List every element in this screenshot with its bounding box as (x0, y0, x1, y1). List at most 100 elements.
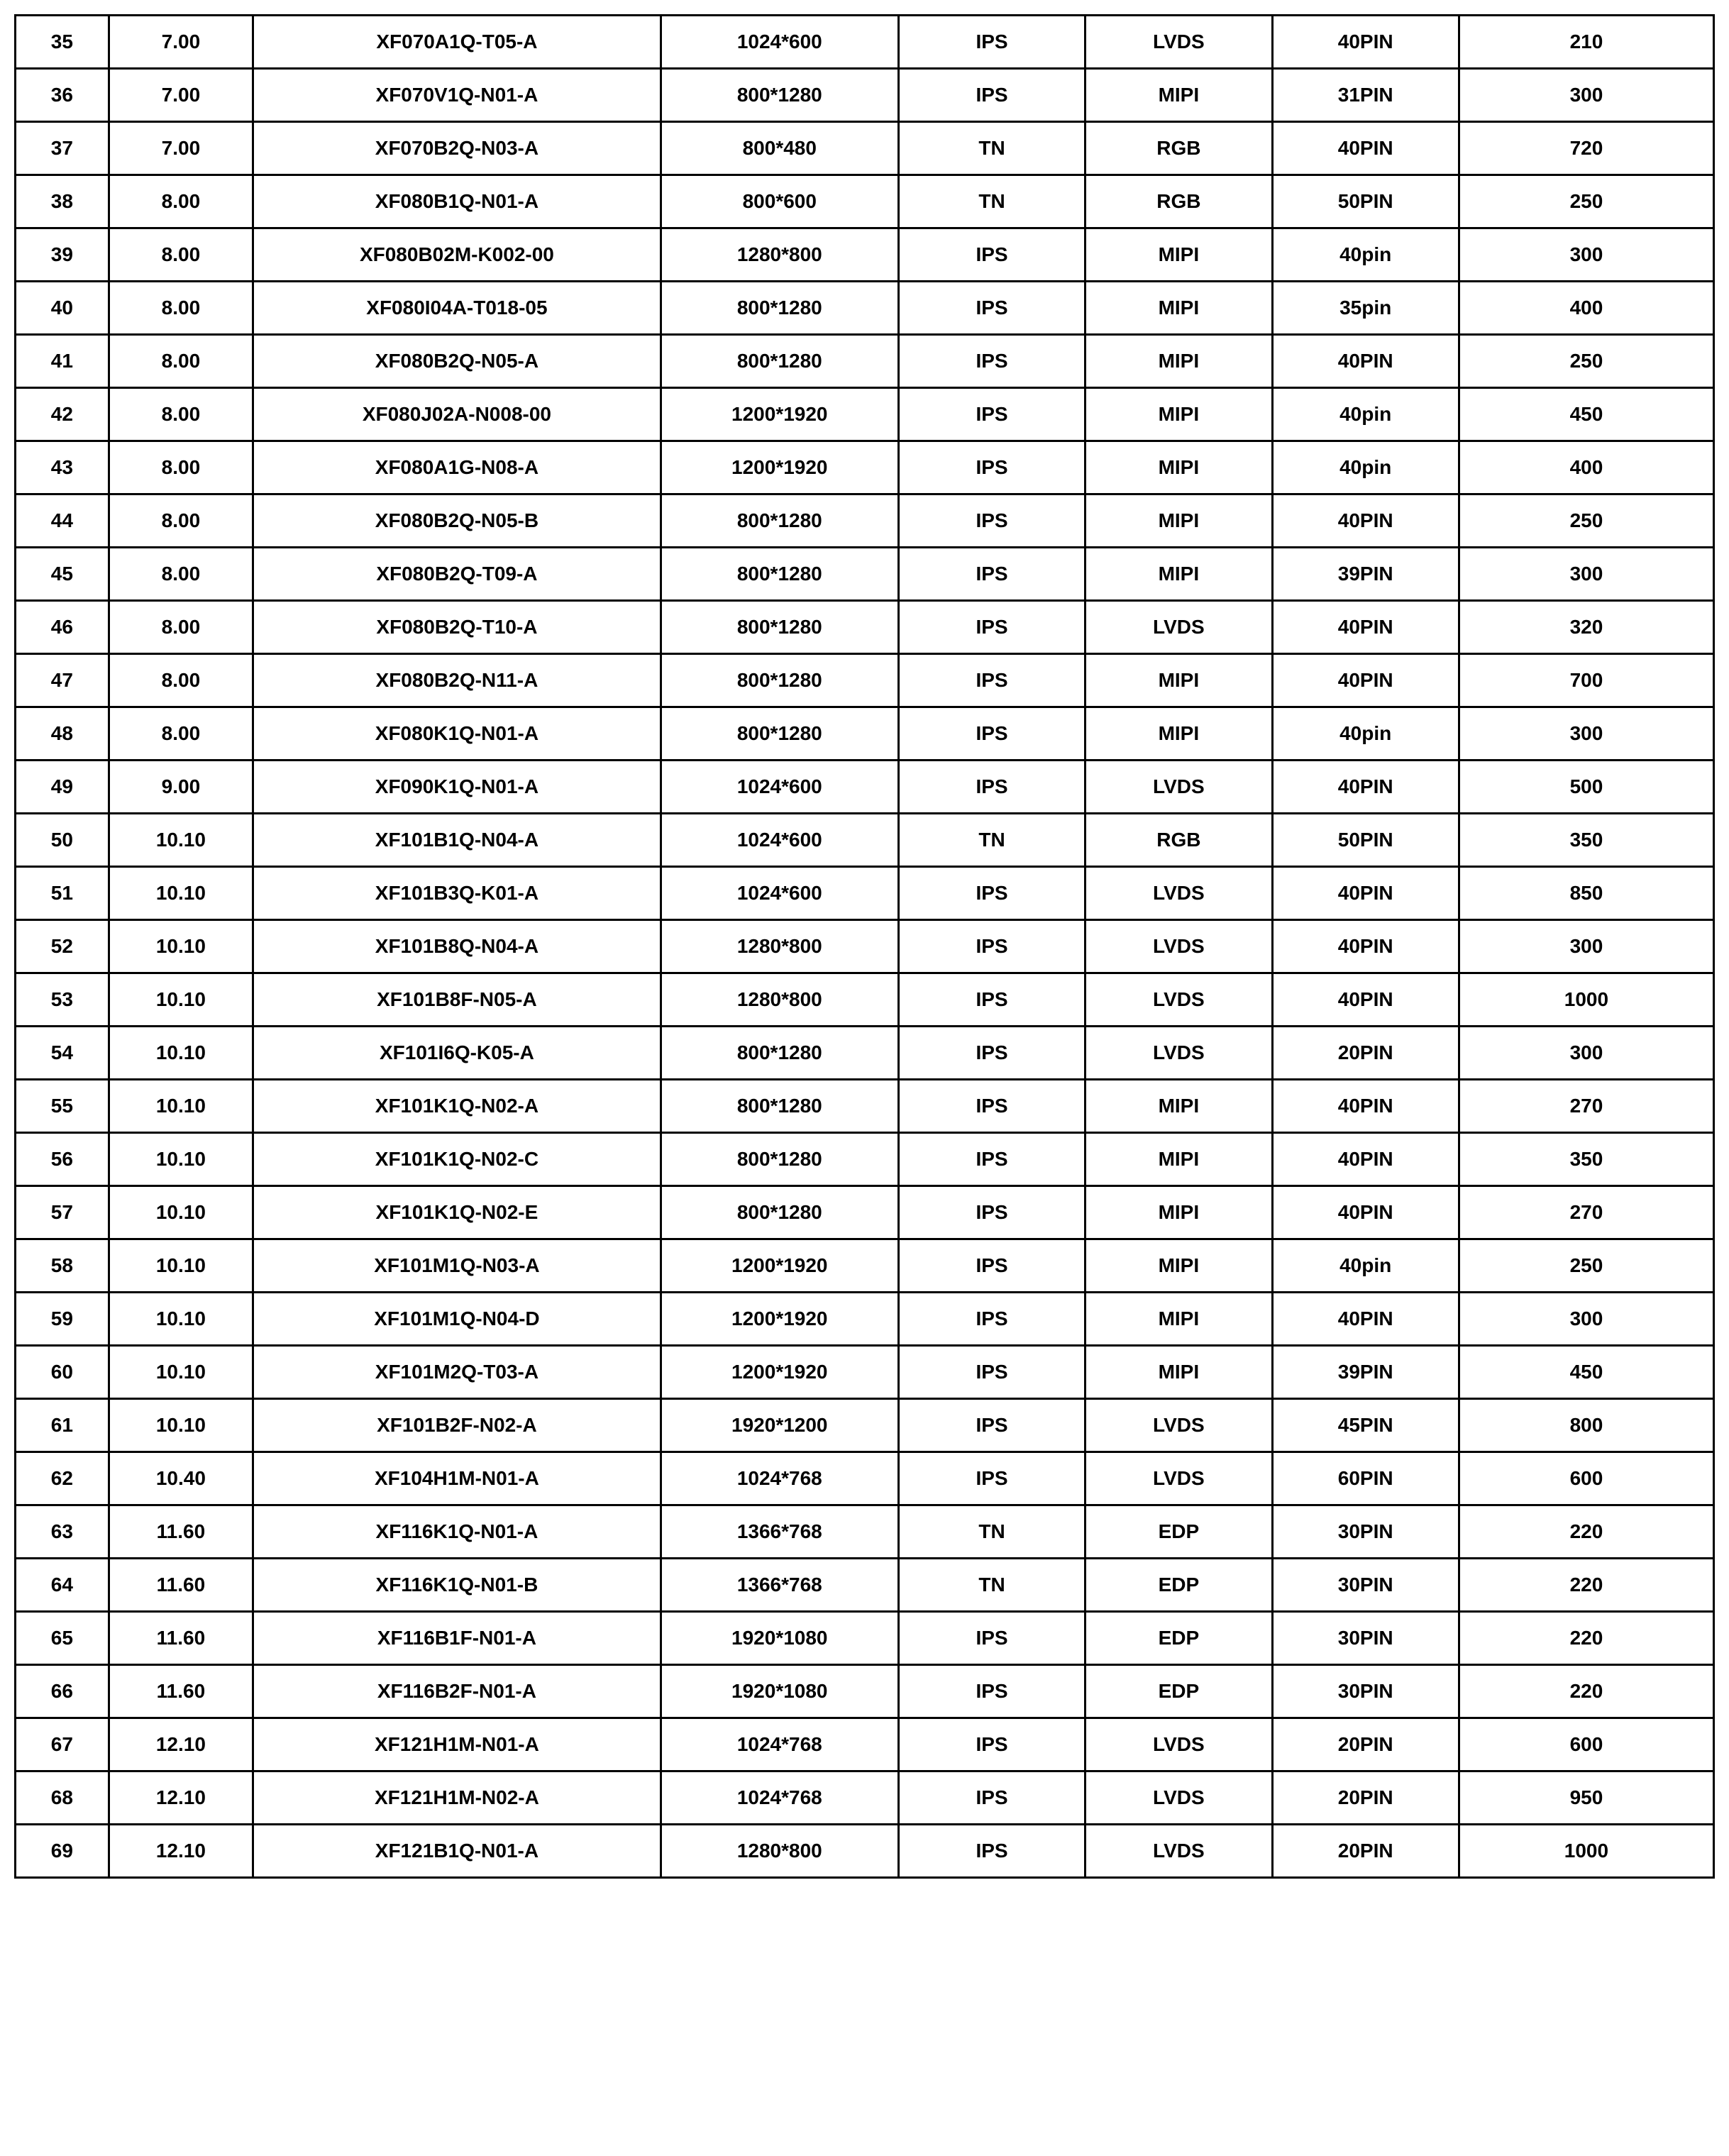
table-cell: 40PIN (1272, 867, 1459, 920)
table-cell: 58 (16, 1239, 109, 1293)
table-row: 458.00XF080B2Q-T09-A800*1280IPSMIPI39PIN… (16, 548, 1714, 601)
table-cell: 700 (1459, 654, 1713, 707)
table-cell: 1280*800 (661, 1825, 898, 1878)
table-cell: 35 (16, 16, 109, 69)
table-cell: 250 (1459, 494, 1713, 548)
table-cell: 51 (16, 867, 109, 920)
table-cell: 53 (16, 973, 109, 1027)
table-cell: IPS (898, 494, 1085, 548)
table-cell: 1200*1920 (661, 441, 898, 494)
table-cell: EDP (1086, 1505, 1272, 1559)
table-cell: 40PIN (1272, 920, 1459, 973)
table-cell: 320 (1459, 601, 1713, 654)
table-cell: XF080B2Q-N05-A (253, 335, 661, 388)
table-cell: 10.10 (109, 920, 253, 973)
table-cell: 20PIN (1272, 1027, 1459, 1080)
table-cell: 10.10 (109, 814, 253, 867)
table-row: 6712.10XF121H1M-N01-A1024*768IPSLVDS20PI… (16, 1718, 1714, 1771)
table-cell: 63 (16, 1505, 109, 1559)
table-cell: IPS (898, 920, 1085, 973)
table-cell: 1366*768 (661, 1505, 898, 1559)
table-cell: 8.00 (109, 494, 253, 548)
table-cell: 41 (16, 335, 109, 388)
table-cell: MIPI (1086, 228, 1272, 282)
table-cell: XF116B2F-N01-A (253, 1665, 661, 1718)
table-cell: 46 (16, 601, 109, 654)
table-cell: IPS (898, 1771, 1085, 1825)
table-cell: 1200*1920 (661, 1239, 898, 1293)
table-cell: 800*1280 (661, 335, 898, 388)
table-row: 5710.10XF101K1Q-N02-E800*1280IPSMIPI40PI… (16, 1186, 1714, 1239)
table-cell: XF070A1Q-T05-A (253, 16, 661, 69)
table-cell: 45PIN (1272, 1399, 1459, 1452)
table-cell: 40PIN (1272, 761, 1459, 814)
table-cell: IPS (898, 1133, 1085, 1186)
spec-table-body: 357.00XF070A1Q-T05-A1024*600IPSLVDS40PIN… (16, 16, 1714, 1878)
table-cell: XF104H1M-N01-A (253, 1452, 661, 1505)
table-cell: 1200*1920 (661, 1346, 898, 1399)
table-cell: XF101B8F-N05-A (253, 973, 661, 1027)
table-cell: 65 (16, 1612, 109, 1665)
table-cell: 220 (1459, 1505, 1713, 1559)
table-cell: 11.60 (109, 1559, 253, 1612)
table-cell: XF121H1M-N01-A (253, 1718, 661, 1771)
table-cell: XF070B2Q-N03-A (253, 122, 661, 175)
table-cell: 8.00 (109, 548, 253, 601)
table-cell: 39PIN (1272, 1346, 1459, 1399)
table-cell: MIPI (1086, 282, 1272, 335)
table-cell: 40PIN (1272, 601, 1459, 654)
table-cell: 40pin (1272, 1239, 1459, 1293)
table-cell: 40PIN (1272, 1080, 1459, 1133)
table-cell: 10.40 (109, 1452, 253, 1505)
table-cell: MIPI (1086, 441, 1272, 494)
table-cell: 1920*1080 (661, 1665, 898, 1718)
table-cell: 50PIN (1272, 814, 1459, 867)
table-cell: XF101B1Q-N04-A (253, 814, 661, 867)
table-cell: IPS (898, 16, 1085, 69)
table-cell: 1280*800 (661, 973, 898, 1027)
table-cell: LVDS (1086, 1399, 1272, 1452)
table-row: 5410.10XF101I6Q-K05-A800*1280IPSLVDS20PI… (16, 1027, 1714, 1080)
table-cell: 30PIN (1272, 1612, 1459, 1665)
table-cell: LVDS (1086, 601, 1272, 654)
table-cell: 300 (1459, 1027, 1713, 1080)
table-cell: XF080B2Q-N11-A (253, 654, 661, 707)
table-row: 377.00XF070B2Q-N03-A800*480TNRGB40PIN720 (16, 122, 1714, 175)
table-cell: 1280*800 (661, 228, 898, 282)
table-cell: MIPI (1086, 494, 1272, 548)
table-cell: 800*1280 (661, 1080, 898, 1133)
table-cell: LVDS (1086, 761, 1272, 814)
table-cell: IPS (898, 335, 1085, 388)
spec-table: 357.00XF070A1Q-T05-A1024*600IPSLVDS40PIN… (14, 14, 1715, 1879)
table-cell: XF101K1Q-N02-C (253, 1133, 661, 1186)
table-cell: 300 (1459, 1293, 1713, 1346)
table-cell: 10.10 (109, 867, 253, 920)
table-cell: XF101B2F-N02-A (253, 1399, 661, 1452)
table-cell: 30PIN (1272, 1505, 1459, 1559)
table-cell: MIPI (1086, 654, 1272, 707)
table-row: 6611.60XF116B2F-N01-A1920*1080IPSEDP30PI… (16, 1665, 1714, 1718)
table-cell: 48 (16, 707, 109, 761)
table-cell: 40pin (1272, 707, 1459, 761)
table-cell: 1920*1200 (661, 1399, 898, 1452)
table-cell: 57 (16, 1186, 109, 1239)
table-cell: 1000 (1459, 1825, 1713, 1878)
table-cell: 1024*768 (661, 1452, 898, 1505)
table-cell: 20PIN (1272, 1771, 1459, 1825)
table-cell: IPS (898, 1186, 1085, 1239)
table-cell: 10.10 (109, 1133, 253, 1186)
table-cell: 800*1280 (661, 1027, 898, 1080)
table-cell: 55 (16, 1080, 109, 1133)
table-cell: MIPI (1086, 1186, 1272, 1239)
table-cell: IPS (898, 1825, 1085, 1878)
table-cell: 350 (1459, 1133, 1713, 1186)
table-cell: MIPI (1086, 1346, 1272, 1399)
table-cell: 800*1280 (661, 494, 898, 548)
table-cell: 800*1280 (661, 707, 898, 761)
table-cell: LVDS (1086, 1825, 1272, 1878)
table-cell: 1024*600 (661, 867, 898, 920)
table-cell: XF080K1Q-N01-A (253, 707, 661, 761)
table-cell: 39PIN (1272, 548, 1459, 601)
table-cell: MIPI (1086, 1293, 1272, 1346)
table-row: 499.00XF090K1Q-N01-A1024*600IPSLVDS40PIN… (16, 761, 1714, 814)
